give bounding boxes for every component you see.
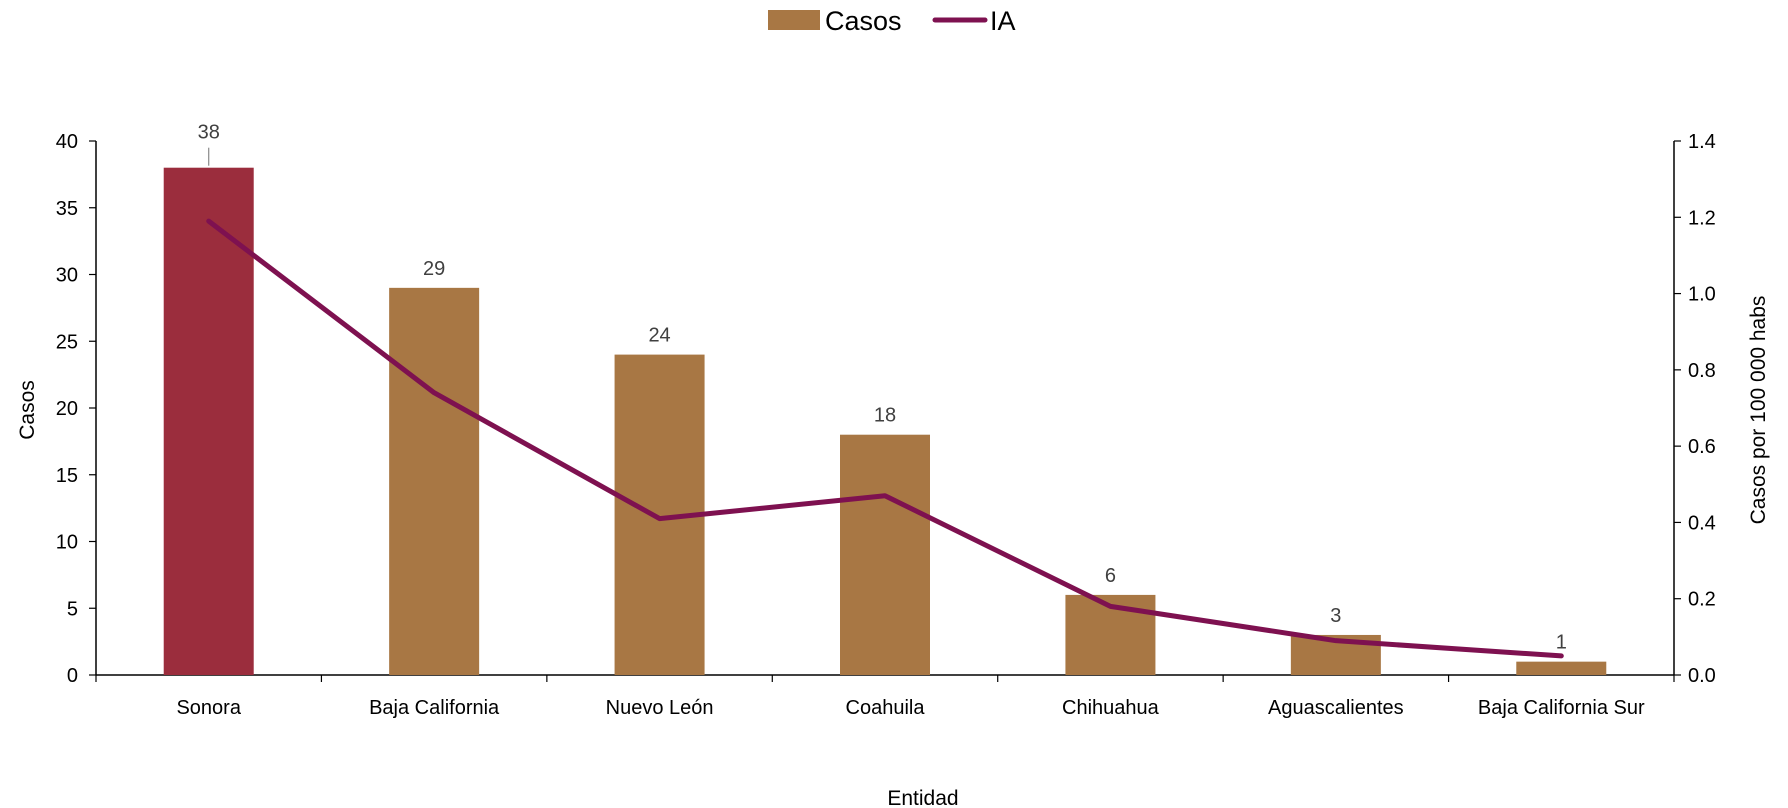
y-right-tick-label: 0.6 — [1688, 436, 1716, 458]
x-tick-label: Baja California — [369, 697, 500, 719]
y-right-tick-label: 0.0 — [1688, 665, 1716, 687]
x-axis-title: Entidad — [887, 787, 958, 808]
bar-coahuila — [840, 434, 930, 675]
data-label-casos: 29 — [423, 258, 445, 280]
plot-area: 0 5 10 15 20 25 30 35 40 0.0 0.2 0.4 0.6 0.8 1.0 1.2 1.4… — [56, 122, 1716, 719]
legend-swatch-casos — [768, 10, 820, 30]
data-label-casos: 18 — [874, 405, 896, 427]
y-left-tick-label: 15 — [56, 465, 78, 487]
y-left-tick-label: 5 — [67, 598, 78, 620]
y-axis-left-title: Casos — [16, 380, 39, 440]
bar-sonora — [163, 167, 254, 675]
line-ia — [206, 218, 1564, 659]
bar-baja-california — [389, 287, 480, 675]
y-left-tick-label: 10 — [56, 532, 78, 554]
y-left-tick-label: 30 — [56, 265, 78, 287]
data-label-casos: 3 — [1330, 605, 1341, 627]
legend-label-ia: IA — [990, 6, 1016, 36]
y-right-tick-label: 1.4 — [1688, 131, 1716, 153]
x-tick-label: Coahuila — [846, 697, 926, 719]
legend: Casos IA — [768, 6, 1016, 36]
data-label-casos: 24 — [648, 325, 670, 347]
bar-baja-california-sur — [1516, 661, 1607, 675]
y-left-tick-label: 0 — [67, 665, 78, 687]
x-tick-label: Baja California Sur — [1478, 697, 1645, 719]
y-left-tick-label: 20 — [56, 398, 78, 420]
y-left-tick-label: 35 — [56, 198, 78, 220]
x-tick-label: Nuevo León — [606, 697, 714, 719]
y-right-tick-label: 1.2 — [1688, 207, 1716, 229]
x-tick-label: Sonora — [176, 697, 241, 719]
y-right-tick-label: 1.0 — [1688, 284, 1716, 306]
y-axis-right-title: Casos por 100 000 habs — [1747, 296, 1770, 525]
data-label-casos: 1 — [1556, 632, 1567, 654]
x-tick-label: Aguascalientes — [1268, 697, 1404, 719]
data-label-casos: 38 — [198, 122, 220, 144]
y-left-tick-label: 40 — [56, 131, 78, 153]
x-tick-label: Chihuahua — [1062, 697, 1160, 719]
y-right-tick-label: 0.2 — [1688, 589, 1716, 611]
y-right-tick-label: 0.8 — [1688, 360, 1716, 382]
y-left-tick-label: 25 — [56, 331, 78, 353]
legend-label-casos: Casos — [825, 6, 902, 36]
y-right-tick-label: 0.4 — [1688, 512, 1716, 534]
data-label-casos: 6 — [1105, 565, 1116, 587]
